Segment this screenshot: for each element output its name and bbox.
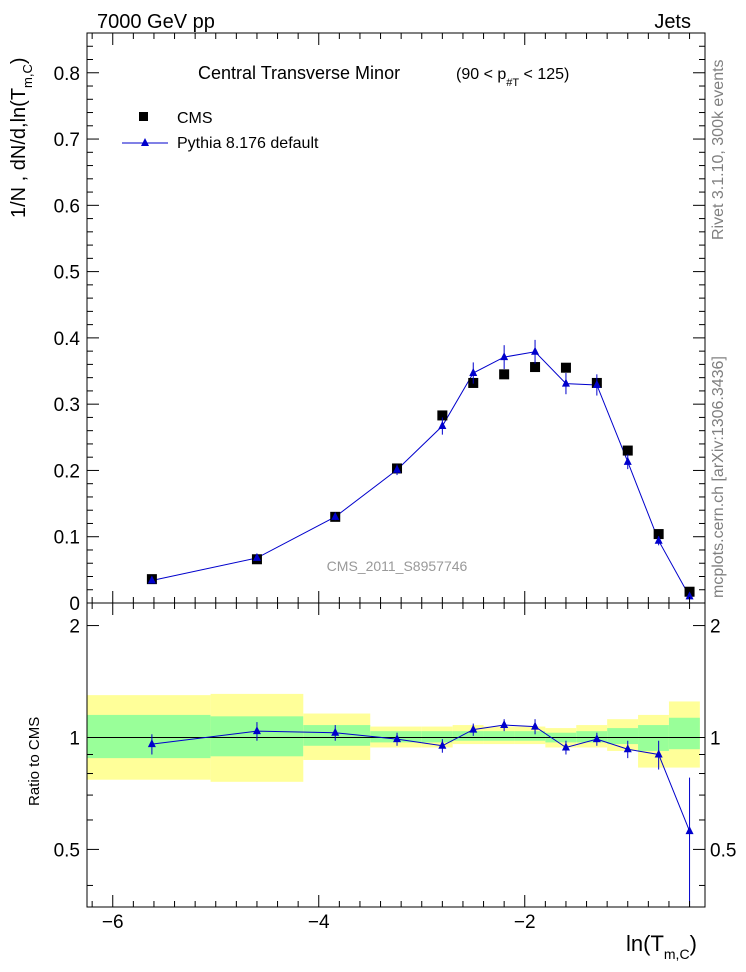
- header-energy: 7000 GeV pp: [97, 11, 215, 33]
- plot-title: Central Transverse Minor: [198, 63, 400, 83]
- ratio-point: [654, 749, 663, 758]
- y-tick-label: 0.1: [54, 528, 80, 549]
- cms-point: [560, 362, 571, 373]
- legend-cms-marker: [139, 112, 148, 121]
- mc-point: [469, 368, 478, 377]
- ratio-point: [685, 826, 694, 835]
- ratio-point: [623, 744, 632, 753]
- x-tick-label: −4: [308, 912, 330, 933]
- ratio-tick-label: 0.5: [54, 840, 80, 861]
- ratio-point: [500, 720, 509, 729]
- mc-point: [438, 421, 447, 430]
- ratio-band-green: [638, 725, 669, 751]
- y-tick-label: 0.4: [54, 329, 81, 350]
- legend-cms-label: CMS: [177, 110, 213, 127]
- ratio-tick-label-right: 0.5: [710, 840, 736, 861]
- rivet-label: Rivet 3.1.10, 300k events: [710, 59, 727, 240]
- ratio-tick-label-right: 1: [710, 728, 721, 749]
- y-tick-label: 0.3: [54, 395, 80, 416]
- cms-point: [530, 362, 541, 373]
- ratio-point: [438, 740, 447, 749]
- mc-point: [654, 535, 663, 544]
- cms-point: [437, 410, 448, 421]
- x-tick-label: −2: [514, 912, 536, 933]
- ratio-point: [592, 734, 601, 743]
- mc-point: [623, 456, 632, 465]
- mc-point: [592, 379, 601, 388]
- x-tick-label: −6: [102, 912, 124, 933]
- mc-point: [561, 378, 570, 387]
- ratio-tick-label-right: 2: [710, 617, 721, 638]
- ratio-band-green: [607, 728, 639, 745]
- ratio-point: [469, 724, 478, 733]
- x-axis-label: ln(Tm,C): [626, 931, 697, 962]
- ratio-band-green: [452, 731, 484, 741]
- ratio-band-green: [668, 717, 700, 750]
- y-tick-label: 0: [69, 594, 80, 615]
- y-tick-label: 0.7: [54, 130, 80, 151]
- legend: CMS Pythia 8.176 default: [122, 110, 319, 152]
- ratio-band-green: [576, 731, 608, 743]
- ratio-point: [147, 739, 156, 748]
- legend-mc-label: Pythia 8.176 default: [177, 135, 319, 152]
- mc-point: [147, 575, 156, 584]
- ratio-y-axis-label: Ratio to CMS: [26, 717, 43, 806]
- ratio-point: [531, 721, 540, 730]
- ratio-band-green: [87, 714, 211, 759]
- y-tick-label: 0.2: [54, 461, 80, 482]
- ratio-point: [252, 726, 261, 735]
- mc-point: [500, 352, 509, 361]
- ratio-point: [393, 734, 402, 743]
- plot-cut-label: (90 < p#T < 125): [456, 66, 569, 89]
- y-tick-label: 0.5: [54, 263, 80, 284]
- mc-point: [331, 511, 340, 520]
- cms-point: [653, 529, 664, 540]
- ratio-band-green: [421, 731, 453, 743]
- legend-mc-marker: [141, 138, 149, 146]
- cms-point: [622, 445, 633, 456]
- ratio-point: [331, 727, 340, 736]
- ratio-band-green: [514, 731, 546, 741]
- mc-point: [531, 346, 540, 355]
- cms-point: [499, 369, 510, 380]
- mcplots-label: mcplots.cern.ch [arXiv:1306.3436]: [710, 356, 727, 598]
- mc-point: [393, 464, 402, 473]
- ratio-tick-label: 2: [69, 617, 80, 638]
- analysis-watermark: CMS_2011_S8957746: [327, 558, 468, 574]
- mc-point: [685, 591, 694, 600]
- y-tick-label: 0.6: [54, 196, 80, 217]
- y-tick-label: 0.8: [54, 64, 80, 85]
- header-process: Jets: [654, 11, 691, 33]
- y-axis-label: 1/N , dN/d,ln(Tm,C): [8, 57, 35, 218]
- mc-point: [252, 552, 261, 561]
- ratio-band-green: [483, 731, 515, 741]
- ratio-tick-label: 1: [69, 728, 80, 749]
- ratio-point: [561, 742, 570, 751]
